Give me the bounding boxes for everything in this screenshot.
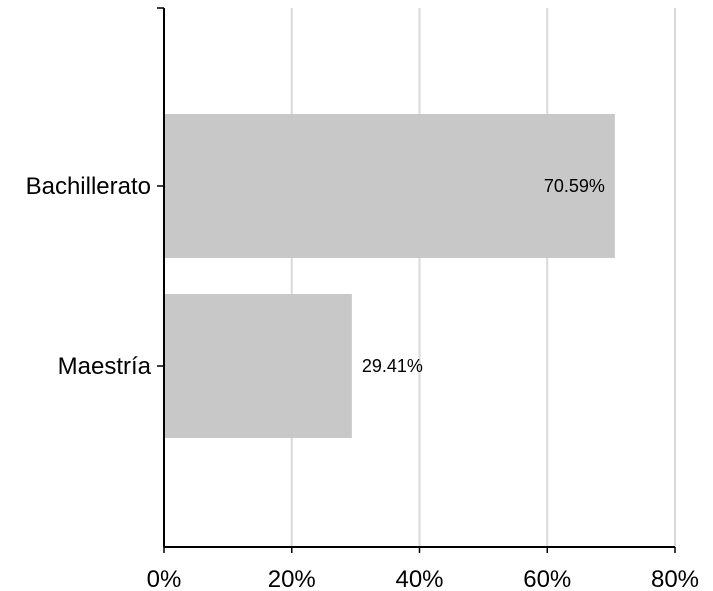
x-tick-label: 20% (268, 566, 316, 591)
bar-bachillerato (164, 114, 615, 258)
labels: 0% 20% 40% 60% 80% Bachillerato Maestría 70.59%… (26, 173, 699, 591)
gridlines (290, 8, 676, 547)
bars (164, 114, 615, 438)
x-tick-label: 40% (395, 566, 443, 591)
axes (157, 7, 676, 553)
x-tick-label: 80% (651, 566, 699, 591)
x-tick-label: 60% (523, 566, 571, 591)
bar-maestría (164, 294, 352, 438)
data-label: 70.59% (544, 176, 605, 196)
category-label: Maestría (58, 353, 152, 380)
x-tick-label: 0% (147, 566, 182, 591)
data-label: 29.41% (362, 356, 423, 376)
category-label: Bachillerato (26, 173, 151, 200)
